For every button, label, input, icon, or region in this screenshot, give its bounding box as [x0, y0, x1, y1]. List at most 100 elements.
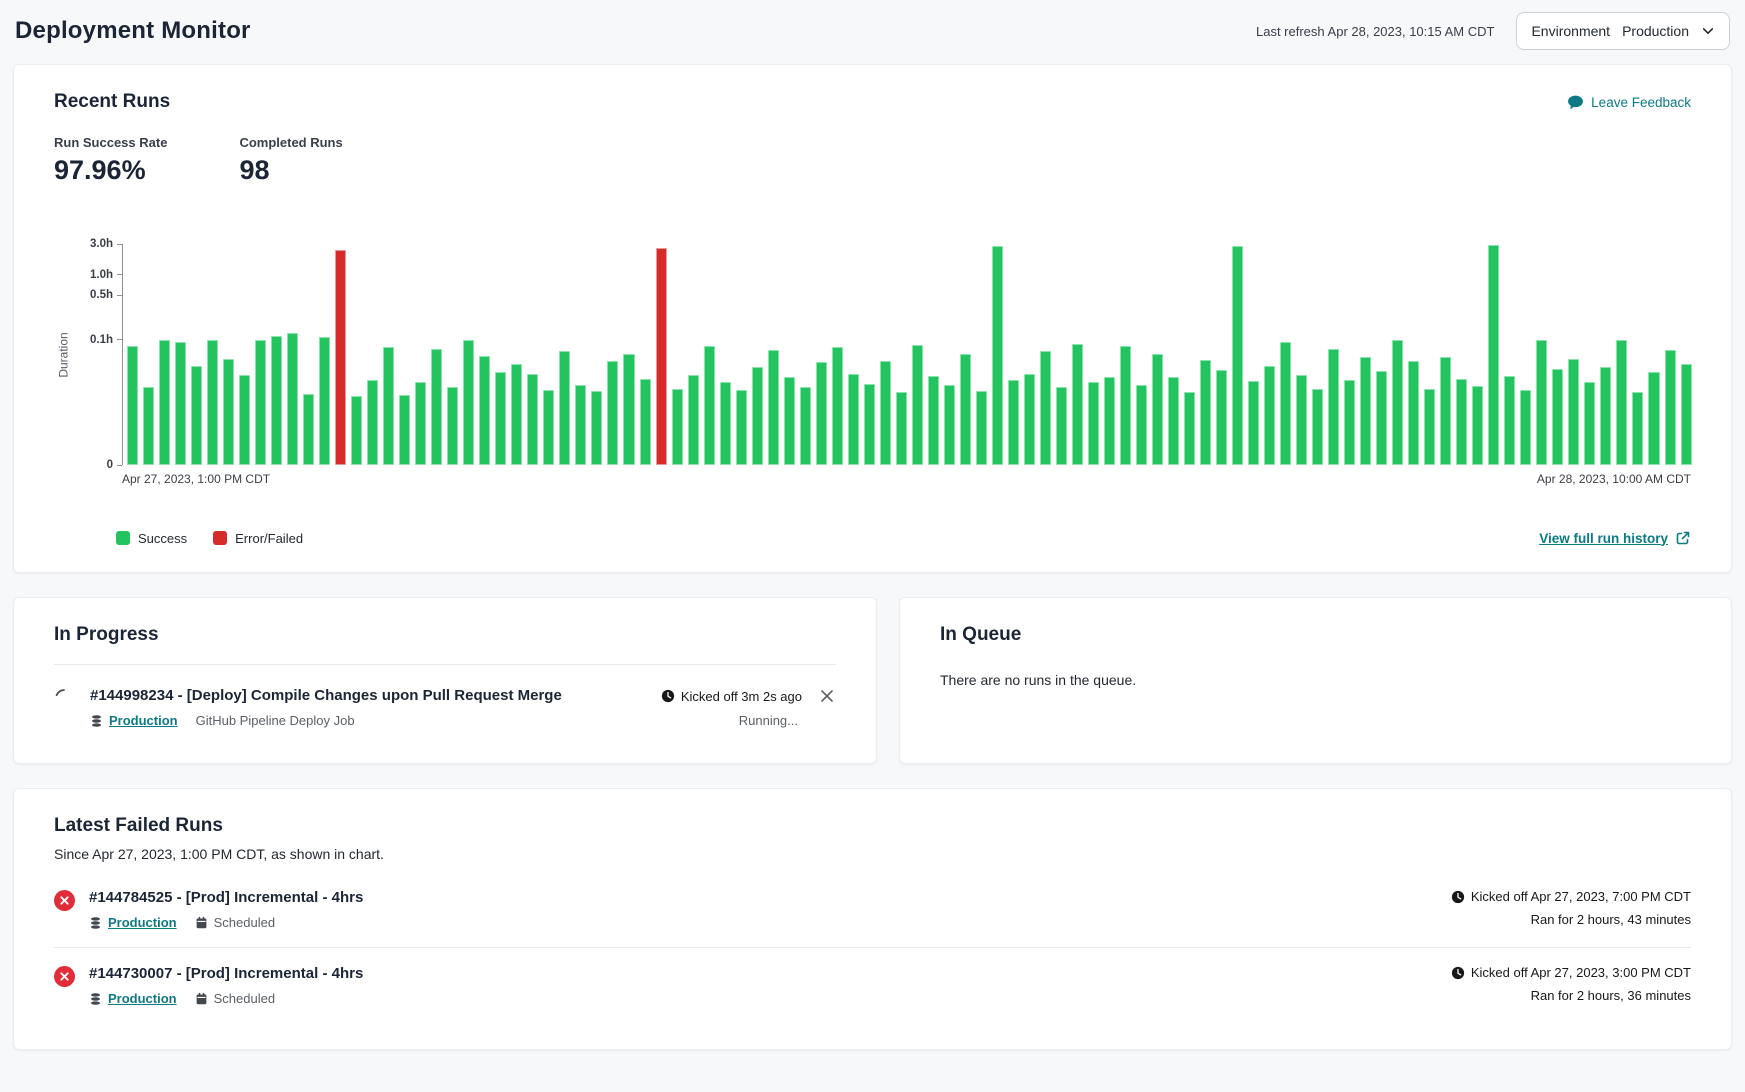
chart-bar-success[interactable] — [704, 346, 715, 465]
chart-bar-success[interactable] — [287, 333, 298, 465]
chart-bar-success[interactable] — [351, 396, 362, 465]
chart-bar-success[interactable] — [752, 367, 763, 465]
chart-bar-success[interactable] — [848, 374, 859, 465]
chart-bar-success[interactable] — [1392, 340, 1403, 465]
chart-bar-success[interactable] — [1424, 389, 1435, 465]
chart-bar-success[interactable] — [816, 362, 827, 465]
chart-bar-success[interactable] — [1088, 382, 1099, 465]
chart-bar-success[interactable] — [1152, 354, 1163, 465]
chart-bar-success[interactable] — [896, 392, 907, 465]
chart-bar-success[interactable] — [1120, 346, 1131, 465]
environment-select[interactable]: Environment Production — [1516, 12, 1730, 50]
chart-bar-success[interactable] — [191, 366, 202, 465]
chart-bar-success[interactable] — [928, 376, 939, 465]
chart-bar-success[interactable] — [607, 361, 618, 465]
chart-bar-success[interactable] — [1168, 377, 1179, 465]
chart-bar-success[interactable] — [640, 379, 651, 465]
chart-bar-success[interactable] — [431, 349, 442, 465]
chart-bar-success[interactable] — [1104, 377, 1115, 465]
chart-bar-success[interactable] — [591, 391, 602, 465]
chart-bar-success[interactable] — [832, 347, 843, 465]
chart-bar-success[interactable] — [1024, 374, 1035, 465]
chart-bar-success[interactable] — [511, 364, 522, 465]
chart-bar-success[interactable] — [303, 394, 314, 465]
chart-bar-success[interactable] — [912, 345, 923, 465]
chart-bar-success[interactable] — [992, 246, 1003, 465]
chart-bar-success[interactable] — [1472, 386, 1483, 465]
chart-bar-success[interactable] — [1248, 381, 1259, 465]
chart-bar-success[interactable] — [415, 382, 426, 465]
chart-bar-success[interactable] — [1280, 342, 1291, 465]
chart-bar-success[interactable] — [960, 354, 971, 465]
chart-bar-failed[interactable] — [656, 248, 667, 465]
chart-bar-success[interactable] — [1008, 380, 1019, 465]
chart-bar-success[interactable] — [1648, 372, 1659, 465]
chart-bar-success[interactable] — [800, 387, 811, 465]
chart-bar-success[interactable] — [159, 340, 170, 465]
chart-bar-success[interactable] — [271, 336, 282, 465]
chart-bar-success[interactable] — [1328, 349, 1339, 465]
chart-bar-success[interactable] — [864, 384, 875, 465]
environment-link[interactable]: Production — [89, 991, 177, 1006]
chart-bar-success[interactable] — [784, 377, 795, 465]
chart-bar-success[interactable] — [1665, 350, 1676, 465]
chart-bar-success[interactable] — [1072, 344, 1083, 465]
chart-bar-success[interactable] — [1360, 357, 1371, 465]
chart-bar-success[interactable] — [175, 342, 186, 465]
chart-bar-success[interactable] — [1216, 370, 1227, 465]
chart-bar-success[interactable] — [688, 375, 699, 465]
chart-bar-success[interactable] — [575, 385, 586, 465]
chart-bar-success[interactable] — [880, 361, 891, 465]
chart-bar-success[interactable] — [1296, 375, 1307, 465]
chart-bar-success[interactable] — [1632, 392, 1643, 465]
chart-bar-success[interactable] — [495, 372, 506, 465]
chart-bar-success[interactable] — [127, 346, 138, 465]
chart-bar-success[interactable] — [1312, 389, 1323, 465]
environment-link[interactable]: Production — [90, 713, 178, 728]
chart-bar-success[interactable] — [223, 359, 234, 465]
chart-bar-success[interactable] — [1232, 246, 1243, 465]
chart-bar-success[interactable] — [1488, 245, 1499, 465]
chart-bar-success[interactable] — [1616, 340, 1627, 465]
chart-bar-success[interactable] — [1408, 361, 1419, 465]
chart-bar-success[interactable] — [1440, 357, 1451, 465]
chart-bar-success[interactable] — [463, 340, 474, 465]
chart-bar-success[interactable] — [1600, 367, 1611, 465]
chart-bar-success[interactable] — [1264, 366, 1275, 465]
chart-bar-success[interactable] — [447, 387, 458, 465]
chart-bar-success[interactable] — [1136, 385, 1147, 465]
chart-bar-success[interactable] — [559, 351, 570, 465]
cancel-run-button[interactable] — [818, 687, 836, 705]
chart-bar-success[interactable] — [1568, 359, 1579, 465]
chart-bar-success[interactable] — [1344, 380, 1355, 465]
chart-bar-success[interactable] — [1552, 369, 1563, 465]
chart-bar-success[interactable] — [367, 380, 378, 465]
chart-bar-success[interactable] — [1456, 379, 1467, 465]
chart-bar-success[interactable] — [399, 395, 410, 465]
chart-bar-success[interactable] — [1056, 387, 1067, 465]
chart-bar-success[interactable] — [1584, 382, 1595, 465]
chart-bar-success[interactable] — [527, 374, 538, 465]
chart-bar-success[interactable] — [1376, 371, 1387, 465]
chart-bar-success[interactable] — [623, 354, 634, 465]
chart-bar-success[interactable] — [207, 340, 218, 465]
chart-bar-success[interactable] — [944, 385, 955, 465]
chart-bar-success[interactable] — [720, 382, 731, 465]
chart-bar-success[interactable] — [736, 390, 747, 465]
environment-link[interactable]: Production — [89, 915, 177, 930]
chart-bar-failed[interactable] — [335, 250, 346, 465]
chart-bar-success[interactable] — [1184, 392, 1195, 465]
chart-bar-success[interactable] — [1040, 351, 1051, 465]
chart-bar-success[interactable] — [543, 390, 554, 465]
chart-bar-success[interactable] — [976, 391, 987, 465]
chart-bar-success[interactable] — [768, 350, 779, 465]
chart-bar-success[interactable] — [255, 340, 266, 465]
chart-bar-success[interactable] — [239, 375, 250, 465]
leave-feedback-link[interactable]: Leave Feedback — [1567, 94, 1691, 111]
chart-bar-success[interactable] — [1200, 360, 1211, 465]
chart-bar-success[interactable] — [672, 389, 683, 465]
chart-bar-success[interactable] — [1504, 376, 1515, 465]
chart-bar-success[interactable] — [479, 356, 490, 465]
view-full-run-history-link[interactable]: View full run history — [1539, 530, 1691, 546]
chart-bar-success[interactable] — [383, 347, 394, 465]
